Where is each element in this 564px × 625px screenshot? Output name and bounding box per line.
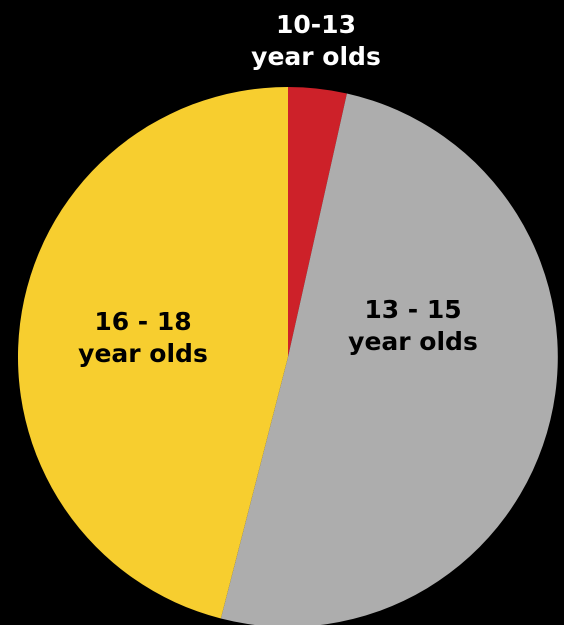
pie-slice-label-1: 13 - 15 year olds — [348, 295, 478, 356]
pie-slice-1 — [220, 93, 558, 625]
pie-slice-label-2: 16 - 18 year olds — [78, 307, 208, 368]
pie-slice-label-0: 10-13 year olds — [251, 10, 381, 71]
pie-slice-label-line: 13 - 15 — [364, 295, 461, 324]
pie-slice-label-line: 16 - 18 — [94, 307, 191, 336]
pie-labels: 10-13 year olds 13 - 15 year olds 16 - 18 yea… — [78, 10, 478, 368]
pie-slice-0 — [288, 87, 347, 357]
pie-slice-label-line: year olds — [348, 327, 478, 356]
pie-slice-label-line: year olds — [251, 42, 381, 71]
pie-slice-label-line: year olds — [78, 339, 208, 368]
pie-slices — [17, 87, 558, 625]
pie-slice-label-line: 10-13 — [276, 10, 356, 39]
pie-slice-2 — [17, 87, 288, 619]
